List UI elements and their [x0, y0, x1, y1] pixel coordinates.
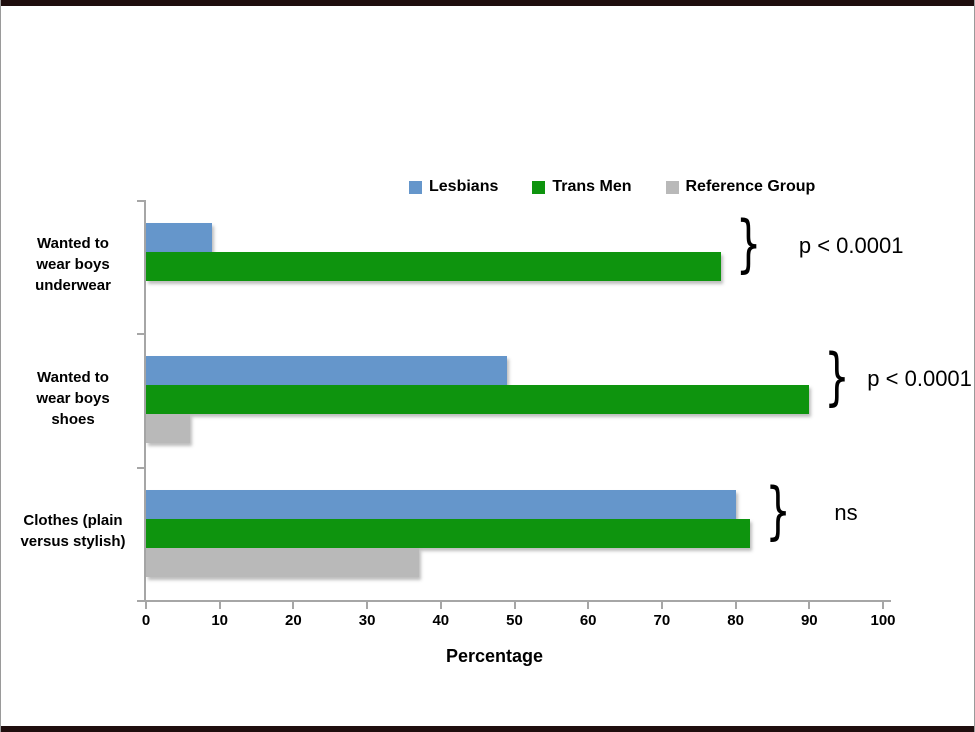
- legend-label: Trans Men: [552, 178, 632, 195]
- x-axis-tick: [660, 602, 663, 609]
- x-axis-tick-label: 30: [358, 612, 376, 629]
- legend-item-lesbians: Lesbians: [409, 178, 498, 196]
- bar-lesbians-wanted-to-wear-boys-underwear: [146, 223, 213, 252]
- bar-trans-men-wanted-to-wear-boys-underwear: [146, 252, 721, 281]
- x-axis-tick-label: 90: [800, 612, 818, 629]
- legend-swatch-trans-men: [532, 180, 546, 194]
- x-axis-tick: [366, 602, 369, 609]
- legend-label: Lesbians: [429, 178, 499, 195]
- significance-brace: }: [735, 209, 762, 281]
- x-axis-tick-label: 40: [432, 612, 450, 629]
- bar-trans-men-wanted-to-wear-boys-shoes: [146, 385, 810, 415]
- chart-legend: Lesbians Trans Men Reference Group: [409, 178, 815, 196]
- category-boundary-tick: [137, 466, 145, 469]
- x-axis-tick-label: 100: [870, 612, 896, 629]
- significance-label: p < 0.0001: [798, 233, 904, 258]
- x-axis-title: Percentage: [445, 646, 544, 666]
- legend-swatch-lesbians: [409, 180, 422, 194]
- x-axis-tick: [439, 602, 442, 609]
- x-axis-tick-label: 60: [579, 612, 597, 629]
- category-label-wanted-to-wear-boys-shoes: Wanted to wear boys shoes: [36, 368, 110, 428]
- x-axis-tick: [734, 602, 737, 609]
- legend-item-reference-group: Reference Group: [665, 178, 816, 196]
- category-label-clothes-plain-versus-stylish: Clothes (plain versus stylish): [20, 512, 126, 551]
- bar-reference-group-clothes-plain-versus-stylish: [146, 547, 419, 577]
- x-axis-line: [138, 600, 891, 602]
- bar-lesbians-wanted-to-wear-boys-shoes: [146, 356, 508, 386]
- x-axis-tick: [882, 602, 884, 609]
- x-axis-tick-label: 50: [506, 612, 523, 629]
- category-boundary-tick: [137, 200, 145, 202]
- significance-brace: }: [765, 476, 791, 548]
- bar-reference-group-wanted-to-wear-boys-shoes: [146, 414, 191, 444]
- slide-bottom-border: [1, 726, 974, 732]
- x-axis-tick: [145, 602, 147, 609]
- category-label-wanted-to-wear-boys-underwear: Wanted to wear boys underwear: [35, 235, 111, 295]
- x-axis-tick: [513, 602, 516, 609]
- slide-top-border: [1, 0, 974, 6]
- bar-lesbians-clothes-plain-versus-stylish: [146, 489, 736, 519]
- category-boundary-tick: [137, 600, 145, 602]
- legend-item-trans-men: Trans Men: [532, 178, 632, 196]
- legend-label: Reference Group: [685, 178, 816, 195]
- x-axis-tick: [292, 602, 295, 609]
- x-axis-tick-label: 70: [653, 612, 671, 629]
- x-axis-tick-label: 20: [285, 612, 302, 629]
- bar-trans-men-clothes-plain-versus-stylish: [146, 518, 751, 548]
- x-axis-tick-label: 10: [211, 612, 229, 629]
- x-axis-tick-label: 0: [141, 612, 151, 629]
- significance-label: ns: [834, 499, 858, 525]
- x-axis-tick: [808, 602, 811, 609]
- category-boundary-tick: [137, 333, 145, 336]
- significance-label: p < 0.0001: [867, 366, 972, 392]
- x-axis-tick-label: 80: [727, 612, 744, 629]
- x-axis-tick: [218, 602, 221, 609]
- y-axis-line: [144, 200, 146, 600]
- legend-swatch-reference-group: [665, 180, 679, 194]
- significance-brace: }: [824, 342, 850, 414]
- x-axis-tick: [587, 602, 590, 609]
